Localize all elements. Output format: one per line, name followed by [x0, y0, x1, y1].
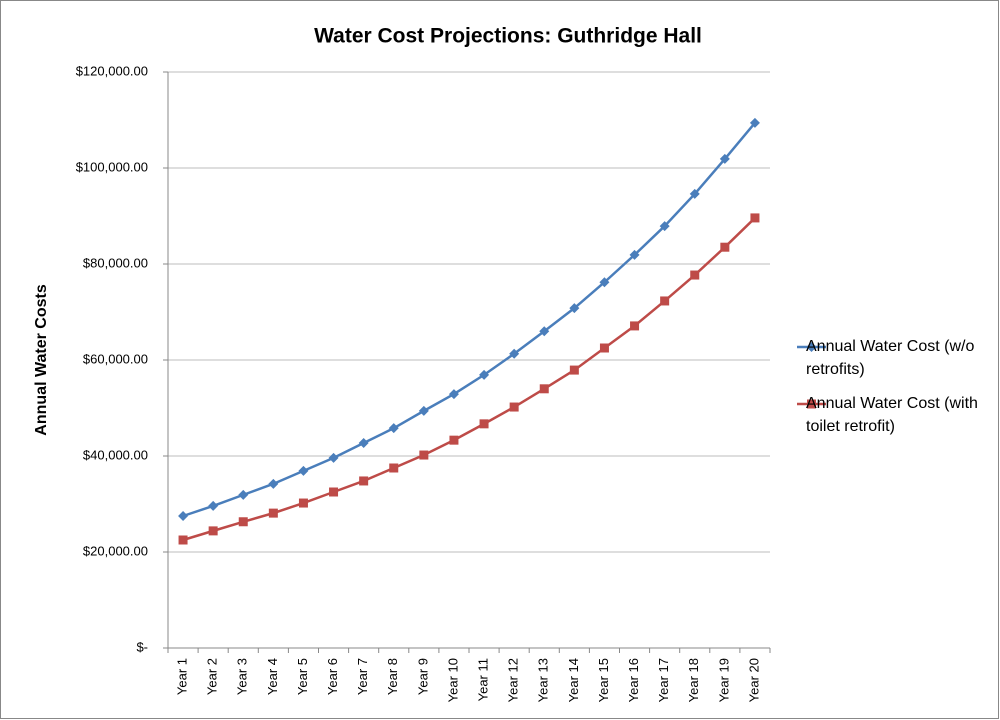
- point: [719, 153, 730, 164]
- point: [329, 487, 339, 497]
- y-tick-label: $40,000.00: [83, 447, 148, 462]
- point: [208, 526, 218, 536]
- y-tick-label: $80,000.00: [83, 255, 148, 270]
- point: [690, 270, 700, 280]
- chart-title: Water Cost Projections: Guthridge Hall: [314, 25, 702, 48]
- point: [749, 117, 760, 128]
- point: [599, 277, 610, 288]
- y-tick-label: $100,000.00: [76, 159, 148, 174]
- x-tick-label: Year 15: [596, 658, 611, 702]
- point: [479, 369, 490, 380]
- point: [389, 463, 399, 473]
- point: [807, 399, 816, 409]
- point: [359, 476, 369, 486]
- y-axis-label: Annual Water Costs: [33, 284, 50, 436]
- point: [689, 188, 700, 199]
- x-tick-label: Year 12: [506, 658, 521, 702]
- x-tick-label: Year 1: [174, 658, 189, 695]
- point: [449, 435, 459, 445]
- x-tick-label: Year 20: [746, 658, 761, 702]
- point: [539, 384, 549, 394]
- legend-label: Annual Water Cost (with toilet retrofit): [806, 395, 978, 435]
- point: [479, 419, 489, 429]
- series-line: [182, 122, 756, 518]
- point: [238, 489, 249, 500]
- x-tick-label: Year 3: [235, 658, 250, 695]
- point: [178, 511, 189, 521]
- point: [268, 508, 278, 518]
- x-tick-label: Year 7: [355, 658, 370, 695]
- x-tick-label: Year 13: [536, 658, 551, 702]
- y-tick-label: $-: [136, 639, 148, 654]
- x-tick-label: Year 2: [205, 658, 220, 695]
- x-tick-label: Year 6: [325, 658, 340, 695]
- x-tick-label: Year 19: [716, 658, 731, 702]
- point: [358, 438, 369, 449]
- x-tick-label: Year 5: [295, 658, 310, 695]
- x-tick-label: Year 8: [385, 658, 400, 695]
- y-tick-label: $60,000.00: [83, 351, 148, 366]
- point: [268, 478, 279, 489]
- point: [509, 348, 520, 359]
- legend-label: Annual Water Cost (w/o retrofits): [806, 338, 975, 378]
- point: [238, 517, 248, 527]
- x-tick-label: Year 17: [656, 658, 671, 702]
- x-tick-label: Year 4: [265, 658, 280, 695]
- point: [298, 498, 308, 508]
- x-tick-label: Year 9: [415, 658, 430, 695]
- x-tick-label: Year 11: [475, 658, 490, 701]
- point: [599, 343, 609, 353]
- point: [509, 402, 519, 412]
- point: [806, 342, 817, 352]
- point: [298, 465, 309, 476]
- y-tick-label: $120,000.00: [76, 63, 148, 78]
- y-tick-label: $20,000.00: [83, 543, 148, 558]
- point: [418, 405, 429, 416]
- point: [208, 500, 219, 511]
- point: [569, 303, 580, 314]
- point: [388, 423, 399, 434]
- point: [630, 321, 640, 331]
- x-tick-label: Year 10: [445, 658, 460, 702]
- point: [569, 365, 579, 375]
- point: [659, 221, 670, 232]
- x-tick-label: Year 16: [626, 658, 641, 702]
- point: [720, 242, 730, 252]
- series-line: [182, 217, 756, 542]
- point: [539, 326, 550, 337]
- point: [178, 535, 188, 545]
- point: [328, 452, 339, 463]
- point: [629, 249, 640, 260]
- point: [750, 213, 760, 223]
- x-tick-label: Year 14: [566, 658, 581, 702]
- point: [448, 389, 459, 400]
- point: [419, 450, 429, 460]
- point: [660, 296, 670, 306]
- x-tick-label: Year 18: [686, 658, 701, 702]
